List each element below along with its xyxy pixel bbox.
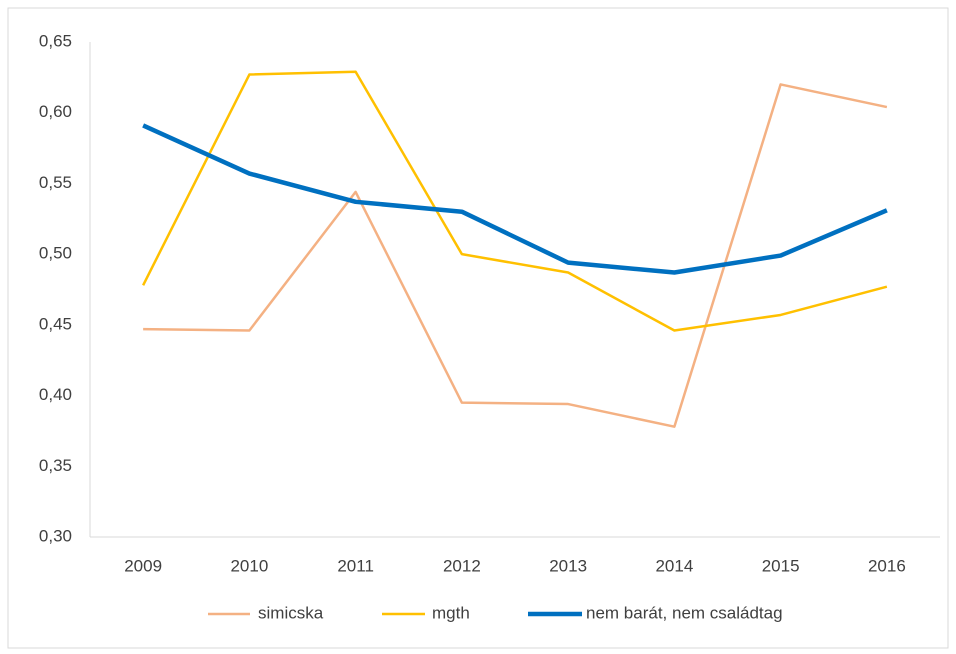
y-tick-label: 0,35 xyxy=(39,456,72,475)
y-tick-label: 0,30 xyxy=(39,526,72,545)
x-tick-label: 2009 xyxy=(124,556,162,575)
x-tick-label: 2012 xyxy=(443,556,481,575)
x-tick-label: 2016 xyxy=(868,556,906,575)
x-tick-label: 2010 xyxy=(230,556,268,575)
y-tick-label: 0,65 xyxy=(39,31,72,50)
series-line xyxy=(142,123,888,275)
y-tick-label: 0,50 xyxy=(39,244,72,263)
legend-label: mgth xyxy=(432,603,470,622)
series-line xyxy=(143,83,888,428)
x-tick-label: 2015 xyxy=(762,556,800,575)
x-tick-label: 2013 xyxy=(549,556,587,575)
y-tick-label: 0,40 xyxy=(39,385,72,404)
legend-label: nem barát, nem családtag xyxy=(586,603,783,622)
y-tick-label: 0,60 xyxy=(39,102,72,121)
x-tick-label: 2014 xyxy=(655,556,693,575)
x-tick-label: 2011 xyxy=(337,556,374,575)
series-line xyxy=(142,70,888,332)
legend-label: simicska xyxy=(258,603,324,622)
y-tick-label: 0,45 xyxy=(39,314,72,333)
y-tick-label: 0,55 xyxy=(39,173,72,192)
chart-border xyxy=(7,7,949,649)
